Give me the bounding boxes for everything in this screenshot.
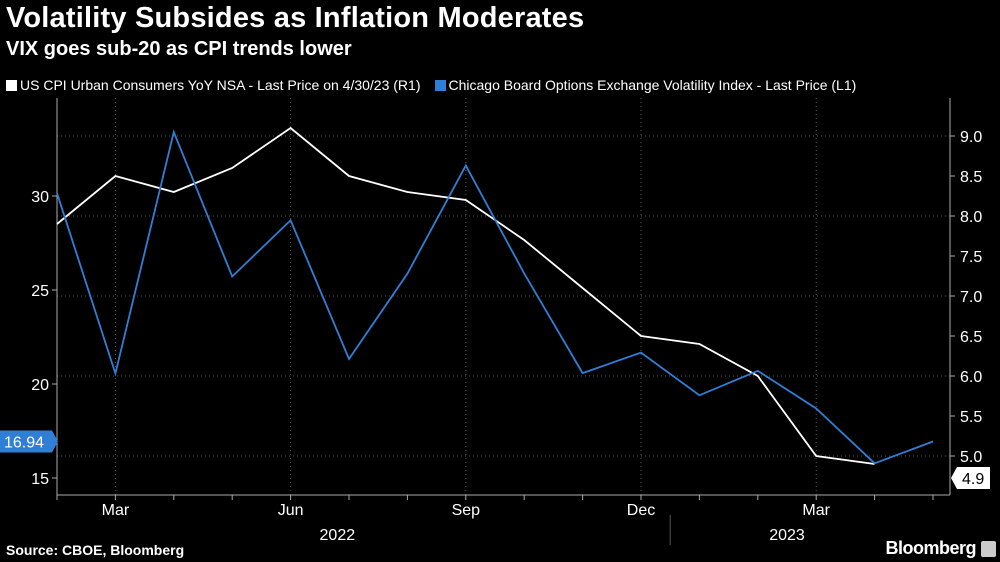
- x-year-label: 2022: [320, 527, 356, 544]
- right-tick-label: 7.5: [960, 249, 982, 266]
- right-tick-label: 6.0: [960, 369, 982, 386]
- right-tick-label: 5.5: [960, 409, 982, 426]
- legend-item-cpi: US CPI Urban Consumers YoY NSA - Last Pr…: [6, 77, 421, 93]
- right-tick-label: 9.0: [960, 129, 982, 146]
- x-tick-label: Sep: [452, 502, 481, 519]
- legend-swatch: [6, 80, 17, 91]
- right-tick-label: 8.0: [960, 209, 982, 226]
- bloomberg-icon: [981, 541, 996, 557]
- x-year-label: 2023: [769, 527, 805, 544]
- last-value-label-vix: 16.94: [4, 435, 44, 452]
- brand-logo: Bloomberg: [885, 538, 976, 558]
- legend: US CPI Urban Consumers YoY NSA - Last Pr…: [6, 77, 856, 93]
- legend-label: Chicago Board Options Exchange Volatilit…: [448, 77, 857, 93]
- right-tick-label: 7.0: [960, 289, 982, 306]
- x-tick-label: Mar: [802, 502, 830, 519]
- last-value-badge-cpi: [951, 467, 990, 489]
- left-tick-label: 30: [31, 189, 49, 206]
- legend-label: US CPI Urban Consumers YoY NSA - Last Pr…: [20, 77, 421, 93]
- left-tick-label: 15: [31, 471, 49, 488]
- x-tick-label: Jun: [278, 502, 304, 519]
- source-note: Source: CBOE, Bloomberg: [6, 542, 185, 558]
- last-value-badge-vix: [0, 430, 58, 453]
- x-tick-label: Mar: [102, 502, 130, 519]
- last-value-label-cpi: 4.9: [962, 471, 984, 488]
- left-tick-label: 20: [31, 377, 49, 394]
- legend-item-vix: Chicago Board Options Exchange Volatilit…: [434, 77, 857, 93]
- right-tick-label: 8.5: [960, 169, 982, 186]
- legend-swatch: [434, 80, 446, 91]
- x-tick-label: Dec: [627, 502, 655, 519]
- chart-title: Volatility Subsides as Inflation Moderat…: [6, 2, 585, 34]
- series-line-vix: [56, 129, 934, 465]
- chart-subtitle: VIX goes sub-20 as CPI trends lower: [6, 38, 352, 60]
- right-tick-label: 6.5: [960, 329, 982, 346]
- left-tick-label: 25: [31, 283, 49, 300]
- right-tick-label: 5.0: [960, 449, 982, 466]
